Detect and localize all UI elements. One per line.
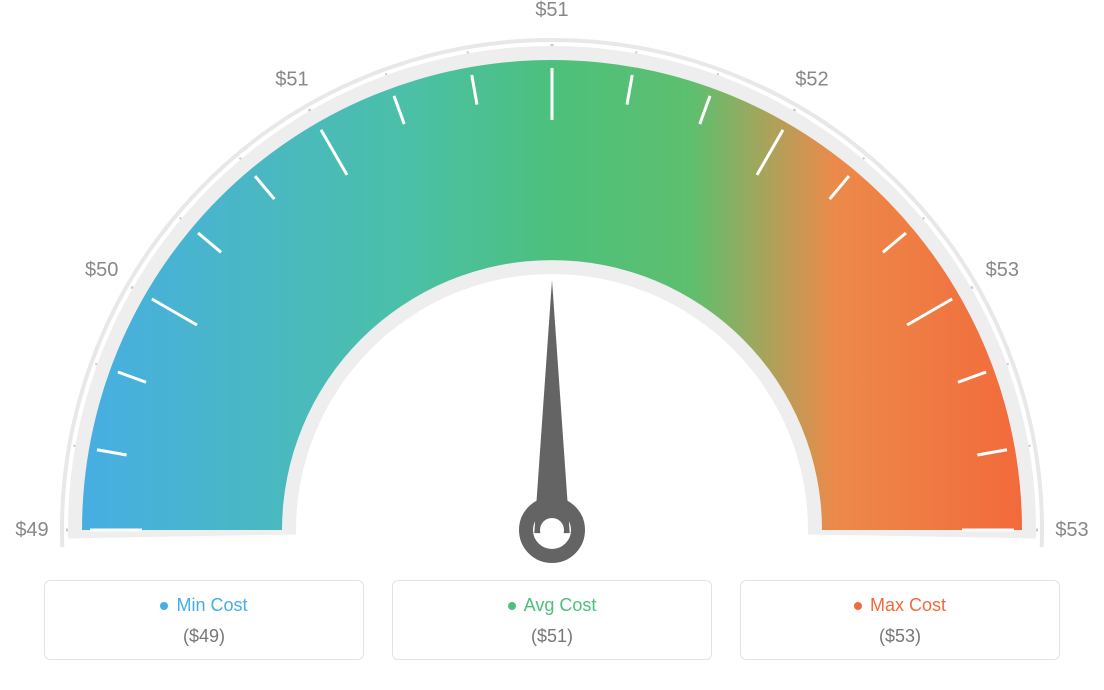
gauge-tick-label: $53 (1055, 519, 1088, 541)
gauge-tick-label: $52 (795, 69, 828, 91)
legend-dot-min (160, 602, 168, 610)
legend-label-max: Max Cost (870, 595, 946, 616)
legend-dot-max (854, 602, 862, 610)
legend-card-min: Min Cost ($49) (44, 580, 364, 660)
legend-title-avg: Avg Cost (508, 595, 597, 616)
gauge-tick-label: $51 (275, 69, 308, 91)
legend-label-avg: Avg Cost (524, 595, 597, 616)
legend-value-min: ($49) (55, 626, 353, 647)
legend-label-min: Min Cost (176, 595, 247, 616)
gauge-tick-label: $51 (535, 0, 568, 21)
gauge-svg: $49 $50 $51 $51 $52 $53 $53 (0, 0, 1104, 570)
legend-title-min: Min Cost (160, 595, 247, 616)
legend-card-avg: Avg Cost ($51) (392, 580, 712, 660)
gauge-tick-label: $49 (15, 519, 48, 541)
gauge-tick-label: $50 (85, 259, 118, 281)
legend-value-avg: ($51) (403, 626, 701, 647)
legend-dot-avg (508, 602, 516, 610)
legend-row: Min Cost ($49) Avg Cost ($51) Max Cost (… (0, 580, 1104, 660)
gauge-tick-label: $53 (986, 259, 1019, 281)
legend-title-max: Max Cost (854, 595, 946, 616)
gauge-chart: $49 $50 $51 $51 $52 $53 $53 (0, 0, 1104, 570)
legend-card-max: Max Cost ($53) (740, 580, 1060, 660)
legend-value-max: ($53) (751, 626, 1049, 647)
